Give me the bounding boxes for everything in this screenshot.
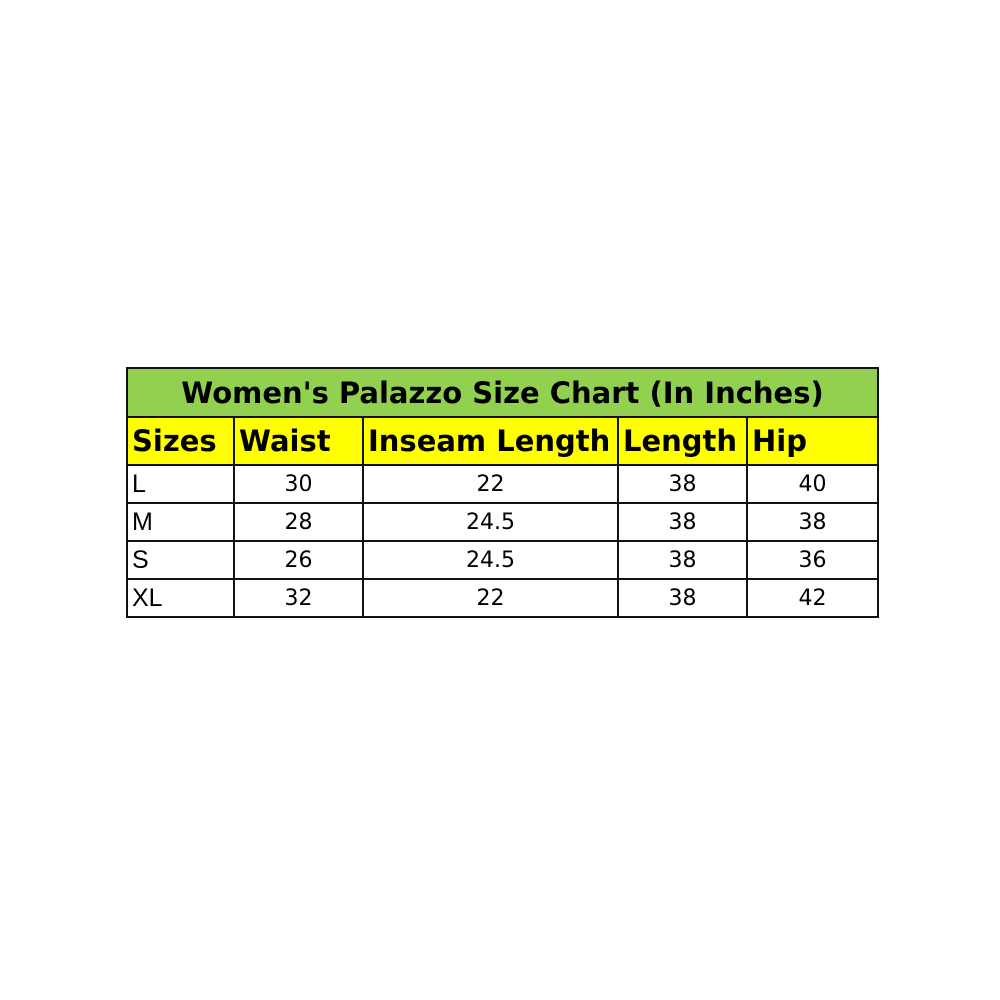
header-inseam-length: Inseam Length (362, 416, 619, 466)
cell-hip: 38 (745, 502, 880, 542)
cell-length: 38 (617, 540, 748, 580)
header-sizes: Sizes (126, 416, 235, 466)
cell-waist: 32 (233, 578, 364, 618)
cell-size: XL (126, 578, 235, 618)
header-waist: Waist (233, 416, 364, 466)
header-hip: Hip (745, 416, 880, 466)
cell-hip: 42 (745, 578, 880, 618)
cell-length: 38 (617, 578, 748, 618)
cell-hip: 40 (745, 464, 880, 504)
cell-inseam: 22 (362, 578, 619, 618)
cell-size: S (126, 540, 235, 580)
table-row: L 30 22 38 40 (126, 464, 880, 504)
header-row: Sizes Waist Inseam Length Length Hip (126, 416, 880, 466)
cell-inseam: 24.5 (362, 540, 619, 580)
table-row: M 28 24.5 38 38 (126, 502, 880, 542)
cell-size: M (126, 502, 235, 542)
cell-inseam: 22 (362, 464, 619, 504)
cell-waist: 28 (233, 502, 364, 542)
table-row: S 26 24.5 38 36 (126, 540, 880, 580)
cell-length: 38 (617, 464, 748, 504)
cell-waist: 26 (233, 540, 364, 580)
table-row: XL 32 22 38 42 (126, 578, 880, 618)
cell-inseam: 24.5 (362, 502, 619, 542)
header-length: Length (617, 416, 748, 466)
cell-length: 38 (617, 502, 748, 542)
table-title: Women's Palazzo Size Chart (In Inches) (125, 367, 880, 418)
size-chart-table: Women's Palazzo Size Chart (In Inches) S… (125, 367, 880, 618)
cell-hip: 36 (745, 540, 880, 580)
cell-size: L (126, 464, 235, 504)
cell-waist: 30 (233, 464, 364, 504)
